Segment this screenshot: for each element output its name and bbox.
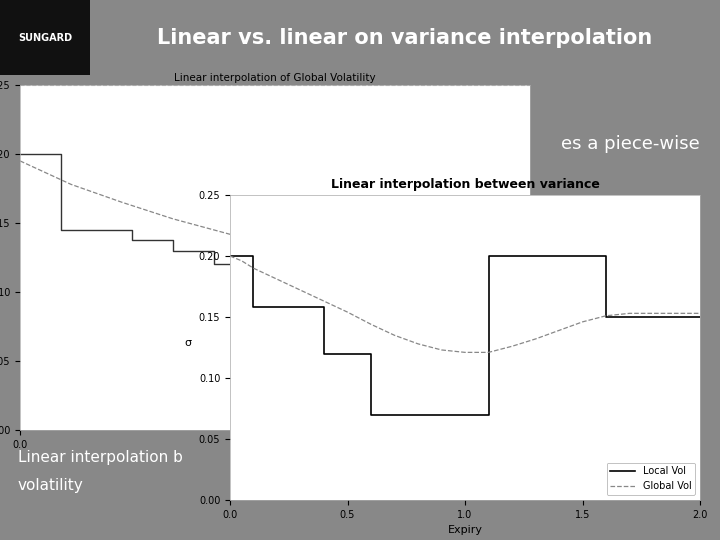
Local Vol xyxy=(696,314,704,320)
Title: Linear interpolation between variance: Linear interpolation between variance xyxy=(330,178,600,191)
Global Vol xyxy=(649,310,657,316)
Local Vol xyxy=(366,411,375,418)
Text: es a piece-wise: es a piece-wise xyxy=(562,135,700,153)
Global Vol xyxy=(414,341,423,347)
Text: Linear interpolation b: Linear interpolation b xyxy=(18,450,183,465)
Local Vol xyxy=(249,304,258,310)
Text: Linear vs. linear on variance interpolation: Linear vs. linear on variance interpolat… xyxy=(158,28,652,48)
Global Vol xyxy=(602,313,611,319)
Global Vol xyxy=(696,310,704,316)
Text: volatility: volatility xyxy=(18,478,84,493)
Local Vol xyxy=(320,304,328,310)
X-axis label: Expiry: Expiry xyxy=(448,525,482,535)
Local Vol xyxy=(602,253,611,259)
Local Vol xyxy=(602,314,611,320)
Line: Global Vol: Global Vol xyxy=(230,256,700,353)
Text: SUNGARD: SUNGARD xyxy=(18,33,72,43)
Global Vol xyxy=(249,265,258,272)
Global Vol xyxy=(273,276,282,282)
Global Vol xyxy=(343,309,352,315)
Global Vol xyxy=(625,310,634,316)
Local Vol xyxy=(484,411,492,418)
Local Vol xyxy=(320,350,328,357)
Global Vol xyxy=(554,327,563,334)
Global Vol xyxy=(508,343,516,349)
Global Vol xyxy=(461,349,469,356)
Y-axis label: σ: σ xyxy=(184,338,191,348)
Local Vol xyxy=(249,253,258,259)
Global Vol xyxy=(225,253,234,259)
Global Vol xyxy=(296,287,305,293)
Global Vol xyxy=(390,332,399,339)
Bar xyxy=(0,0,90,75)
Title: Linear interpolation of Global Volatility: Linear interpolation of Global Volatilit… xyxy=(174,73,376,83)
Local Vol xyxy=(366,350,375,357)
Global Vol xyxy=(531,336,540,342)
Global Vol xyxy=(578,319,587,325)
Global Vol xyxy=(238,258,246,264)
Global Vol xyxy=(672,310,681,316)
Legend: Local Vol, Global Vol: Local Vol, Global Vol xyxy=(606,462,695,495)
Global Vol xyxy=(437,347,446,353)
Local Vol xyxy=(484,253,492,259)
Global Vol xyxy=(366,321,375,328)
Line: Local Vol: Local Vol xyxy=(230,256,700,415)
Global Vol xyxy=(320,298,328,305)
Global Vol xyxy=(484,349,492,356)
Local Vol xyxy=(225,253,234,259)
